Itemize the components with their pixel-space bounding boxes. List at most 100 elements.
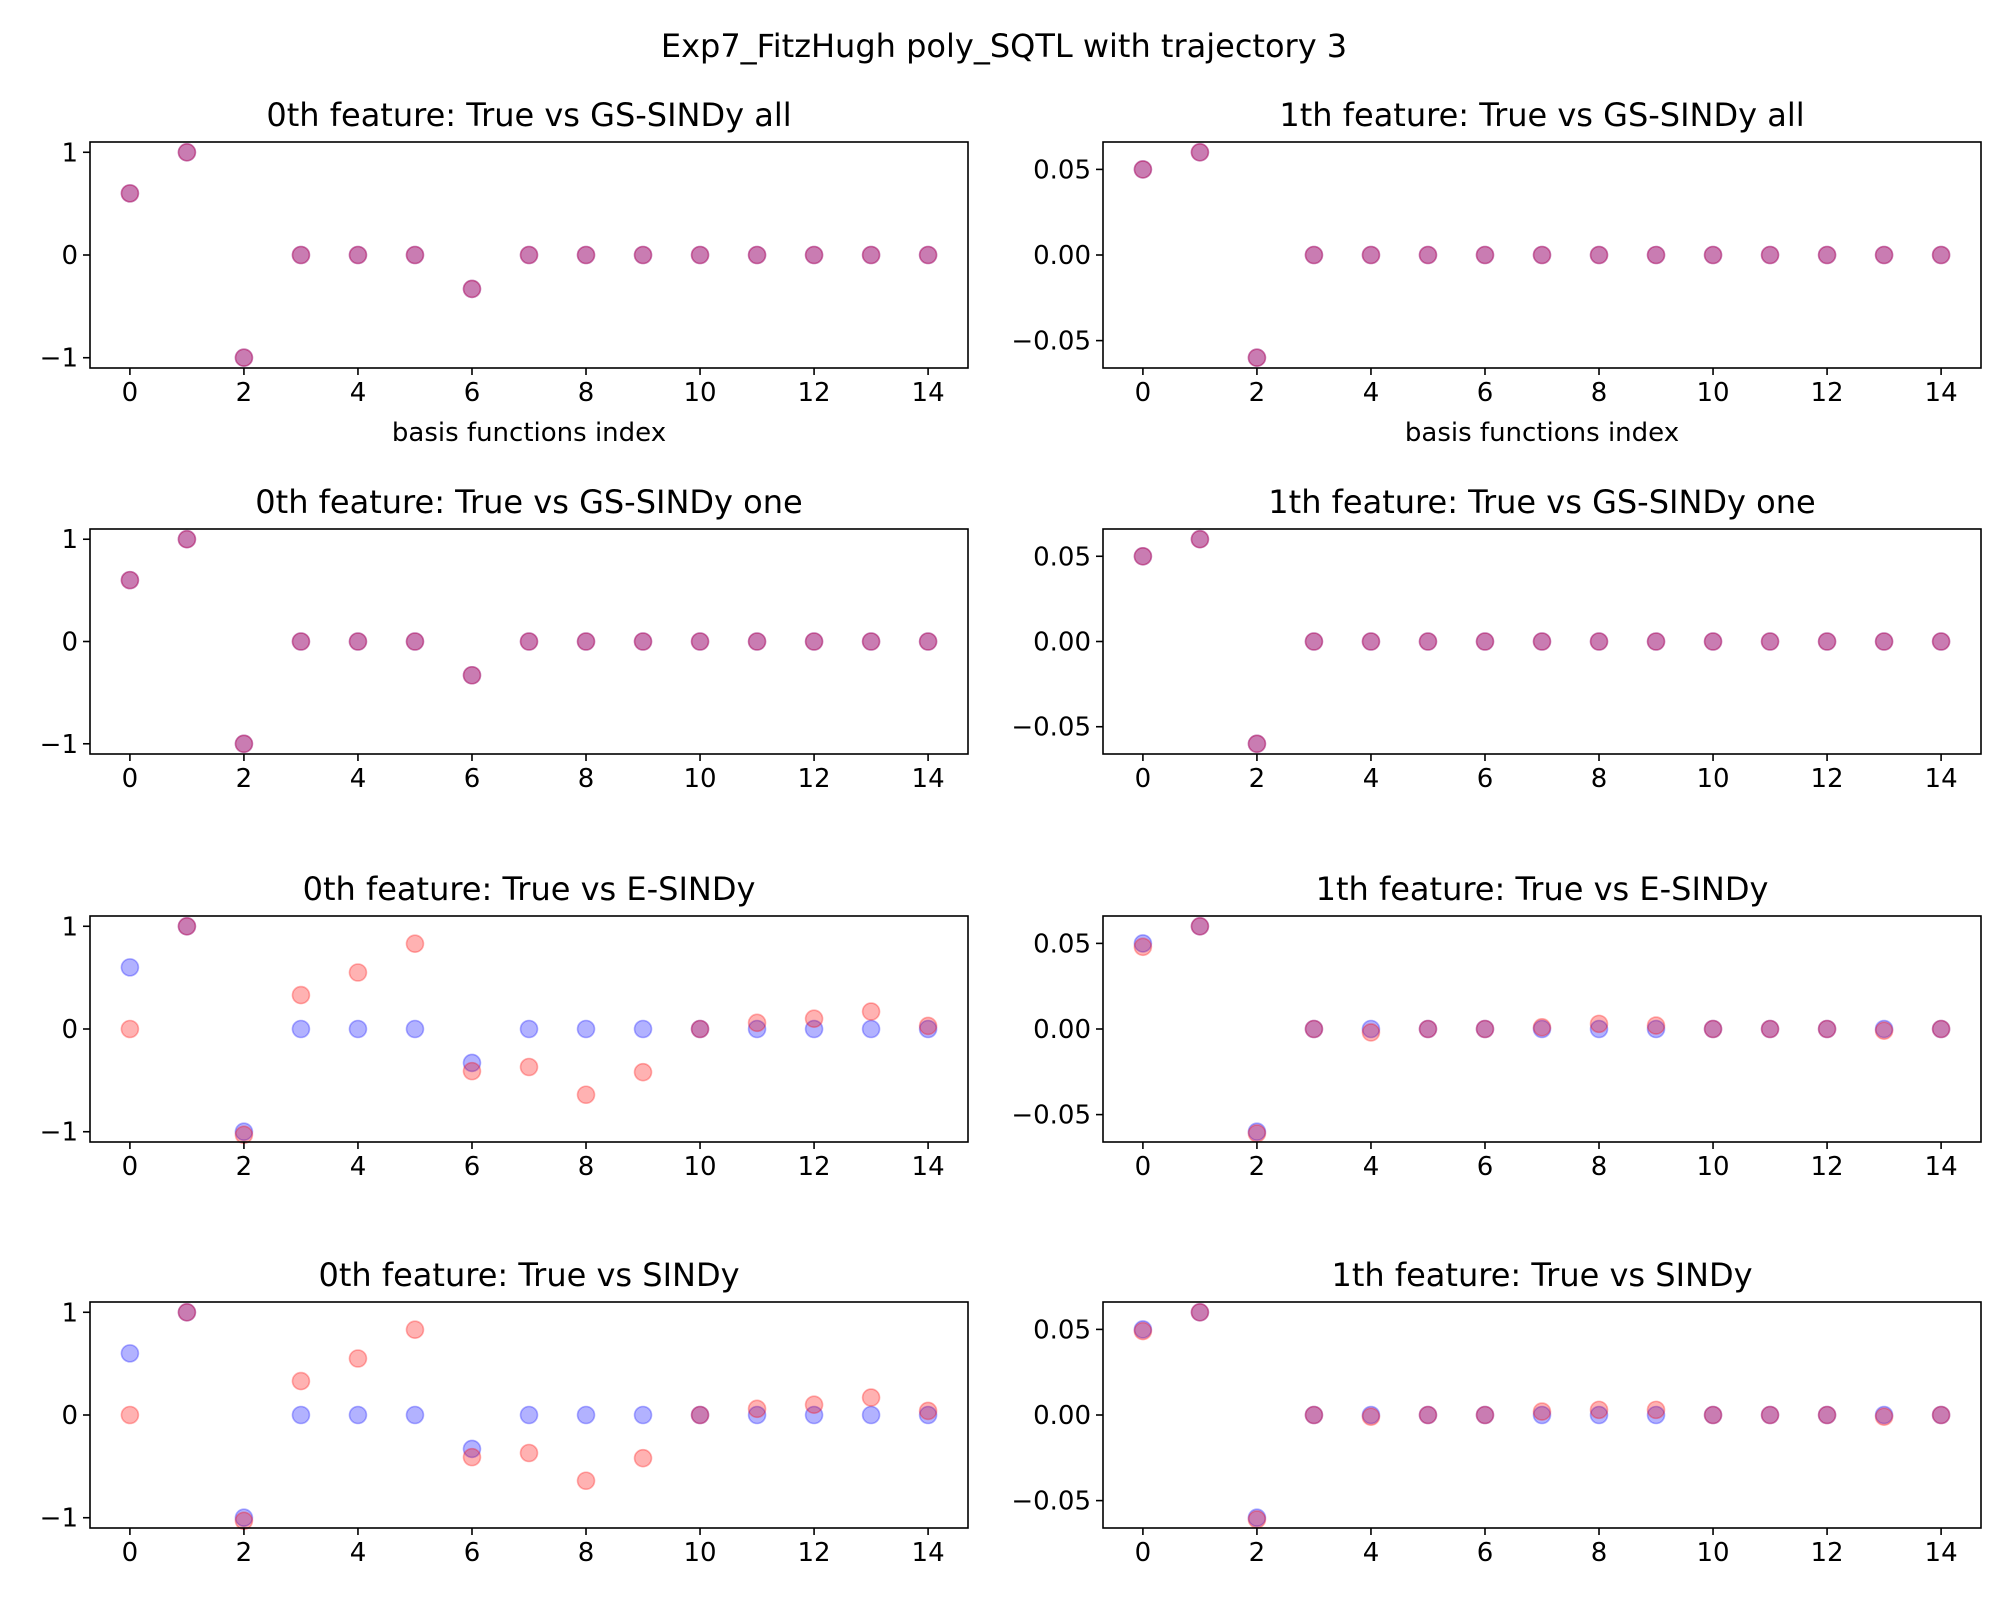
x-tick-label: 6 xyxy=(464,378,481,408)
data-point-estimated xyxy=(633,245,653,265)
y-tick-label: 0 xyxy=(61,1015,78,1045)
series-estimated xyxy=(1133,1302,1951,1529)
data-point-true xyxy=(519,1019,539,1039)
data-point-true xyxy=(348,1019,368,1039)
data-point-true xyxy=(291,632,311,651)
data-point-true xyxy=(348,245,368,265)
data-point-estimated xyxy=(747,1013,767,1033)
x-tick-label: 4 xyxy=(350,1152,367,1182)
data-point-estimated xyxy=(462,1447,482,1467)
data-point-true xyxy=(405,1019,425,1039)
data-point-estimated xyxy=(519,1443,539,1463)
data-point-estimated xyxy=(1589,1400,1609,1420)
data-point-true xyxy=(1532,1019,1552,1039)
x-tick-label: 8 xyxy=(1591,378,1608,408)
data-point-estimated xyxy=(1532,245,1552,265)
data-point-true xyxy=(120,184,140,203)
data-point-estimated xyxy=(1874,1407,1894,1427)
data-point-true xyxy=(1361,632,1381,651)
y-tick-label: −0.05 xyxy=(1011,1101,1091,1131)
series-estimated xyxy=(120,529,938,754)
x-tick-label: 2 xyxy=(1249,1152,1266,1182)
data-point-estimated xyxy=(177,916,197,936)
data-point-estimated xyxy=(519,245,539,265)
data-point-estimated xyxy=(1760,245,1780,265)
x-tick-label: 0 xyxy=(122,1538,139,1568)
data-point-estimated xyxy=(1418,1405,1438,1425)
data-point-true xyxy=(1304,632,1324,651)
y-tick-label: 0.00 xyxy=(1033,241,1091,271)
data-point-estimated xyxy=(576,632,596,651)
data-point-estimated xyxy=(804,632,824,651)
x-tick-label: 8 xyxy=(578,1152,595,1182)
series-estimated xyxy=(120,916,938,1145)
data-point-true xyxy=(804,1019,824,1039)
data-point-estimated xyxy=(1361,245,1381,265)
x-tick-label: 0 xyxy=(1135,1538,1152,1568)
data-point-estimated xyxy=(633,632,653,651)
data-point-estimated xyxy=(861,632,881,651)
data-point-estimated xyxy=(690,1019,710,1039)
series-true xyxy=(120,529,938,754)
data-point-estimated xyxy=(1247,348,1267,368)
data-point-true xyxy=(747,632,767,651)
data-point-estimated xyxy=(1304,1405,1324,1425)
data-point-estimated xyxy=(861,1388,881,1407)
data-point-true xyxy=(1418,245,1438,265)
data-point-estimated xyxy=(747,632,767,651)
data-point-true xyxy=(348,632,368,651)
data-point-estimated xyxy=(1589,245,1609,265)
data-point-estimated xyxy=(1190,142,1210,162)
data-point-true xyxy=(234,1508,254,1528)
data-point-estimated xyxy=(1361,632,1381,651)
data-point-estimated xyxy=(462,279,482,299)
x-tick-label: 12 xyxy=(798,764,831,794)
x-tick-label: 4 xyxy=(1363,764,1380,794)
data-point-estimated xyxy=(1532,1402,1552,1421)
data-point-true xyxy=(747,1019,767,1039)
subplot-title: 0th feature: True vs E-SINDy xyxy=(303,870,756,908)
series-true xyxy=(120,142,938,368)
data-point-estimated xyxy=(1190,529,1210,549)
y-tick-label: 0 xyxy=(61,241,78,271)
series-estimated xyxy=(120,1302,938,1531)
data-point-estimated xyxy=(1931,1019,1951,1039)
data-point-estimated xyxy=(1817,1405,1837,1425)
data-point-estimated xyxy=(1418,1019,1438,1039)
data-point-estimated xyxy=(1874,245,1894,265)
x-tick-label: 8 xyxy=(578,378,595,408)
x-tick-label: 14 xyxy=(1925,1152,1958,1182)
data-point-estimated xyxy=(804,245,824,265)
data-point-estimated xyxy=(1646,1016,1666,1035)
data-point-estimated xyxy=(1646,632,1666,651)
data-point-estimated xyxy=(405,934,425,954)
data-point-estimated xyxy=(1133,160,1153,179)
data-point-estimated xyxy=(1133,1321,1153,1341)
data-point-true xyxy=(1817,632,1837,651)
data-point-true xyxy=(1589,1405,1609,1425)
x-tick-label: 12 xyxy=(798,378,831,408)
series-true xyxy=(1133,529,1951,754)
data-point-estimated xyxy=(747,1399,767,1419)
data-point-true xyxy=(1133,934,1153,953)
data-point-estimated xyxy=(1475,1405,1495,1425)
data-point-estimated xyxy=(234,1125,254,1145)
data-point-true xyxy=(918,1405,938,1425)
x-tick-label: 0 xyxy=(1135,378,1152,408)
data-point-estimated xyxy=(1760,632,1780,651)
data-point-true xyxy=(1418,1019,1438,1039)
data-point-true xyxy=(234,1122,254,1142)
x-tick-label: 0 xyxy=(1135,764,1152,794)
x-tick-label: 0 xyxy=(1135,1152,1152,1182)
x-tick-label: 14 xyxy=(912,378,945,408)
data-point-true xyxy=(861,632,881,651)
data-point-estimated xyxy=(120,1019,140,1039)
data-point-true xyxy=(1418,632,1438,651)
data-point-estimated xyxy=(804,1395,824,1415)
data-point-true xyxy=(177,142,197,162)
data-point-estimated xyxy=(120,570,140,590)
data-point-true xyxy=(1247,734,1267,754)
